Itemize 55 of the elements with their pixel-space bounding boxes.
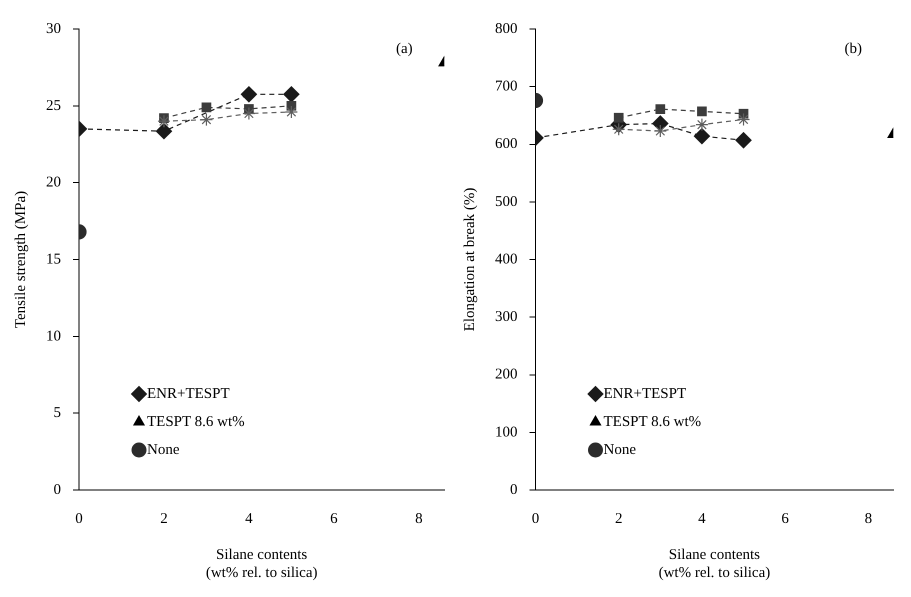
point xyxy=(157,114,171,128)
y-tick-label: 5 xyxy=(54,405,61,422)
y-tick-label: 15 xyxy=(46,251,61,268)
x-tick-label: 2 xyxy=(160,510,168,527)
y-tick-label: 10 xyxy=(46,328,61,344)
point xyxy=(202,102,212,112)
annotation: (b) xyxy=(844,40,862,57)
y-tick-label: 400 xyxy=(495,251,518,268)
point xyxy=(156,123,172,140)
x-tick-label: 0 xyxy=(532,510,540,527)
x-tick-label: 6 xyxy=(330,510,338,527)
point xyxy=(697,106,707,116)
legend-label: TESPT 8.6 wt% xyxy=(604,414,702,430)
legend-label: None xyxy=(604,442,636,458)
x-tick-label: 4 xyxy=(245,510,254,527)
y-tick-label: 20 xyxy=(46,174,61,191)
x-tick-label: 8 xyxy=(864,510,872,527)
x-tick-label: 6 xyxy=(781,510,790,527)
y-tick-label: 500 xyxy=(495,194,518,210)
point xyxy=(695,118,709,132)
point xyxy=(283,86,300,102)
y-tick-label: 30 xyxy=(46,20,61,37)
legend-label: ENR+TESPT xyxy=(147,386,230,402)
y-tick-label: 200 xyxy=(495,366,518,383)
x-tick-label: 0 xyxy=(75,510,83,527)
legend-label: TESPT 8.6 wt% xyxy=(147,414,245,430)
point xyxy=(735,132,752,148)
y-tick-label: 300 xyxy=(495,309,518,326)
x-axis-title: Silane contents (wt% rel. to silica) xyxy=(206,546,318,581)
point xyxy=(614,112,624,123)
y-axis-title: Tensile strength (MPa) xyxy=(12,190,29,328)
annotation: (a) xyxy=(396,40,413,57)
y-tick-label: 600 xyxy=(495,136,518,152)
legend-label: ENR+TESPT xyxy=(604,386,686,402)
point xyxy=(284,105,298,119)
y-tick-label: 25 xyxy=(46,98,61,114)
x-tick-label: 4 xyxy=(698,510,706,527)
y-tick-label: 100 xyxy=(495,424,518,440)
point xyxy=(612,122,626,136)
point xyxy=(694,128,710,144)
x-axis-title: Silane contents (wt% rel. to silica) xyxy=(658,546,770,581)
point xyxy=(240,86,258,102)
point xyxy=(242,106,256,120)
point xyxy=(654,124,667,138)
point xyxy=(736,112,750,126)
y-tick-label: 0 xyxy=(54,482,61,498)
point xyxy=(655,104,666,114)
y-tick-label: 0 xyxy=(510,482,518,498)
y-axis-title: Elongation at break (%) xyxy=(462,188,478,332)
y-tick-label: 800 xyxy=(495,20,518,37)
x-tick-label: 2 xyxy=(614,510,622,527)
x-tick-label: 8 xyxy=(415,510,423,527)
point xyxy=(200,113,214,126)
legend-label: None xyxy=(147,442,180,458)
y-tick-label: 700 xyxy=(495,78,518,95)
